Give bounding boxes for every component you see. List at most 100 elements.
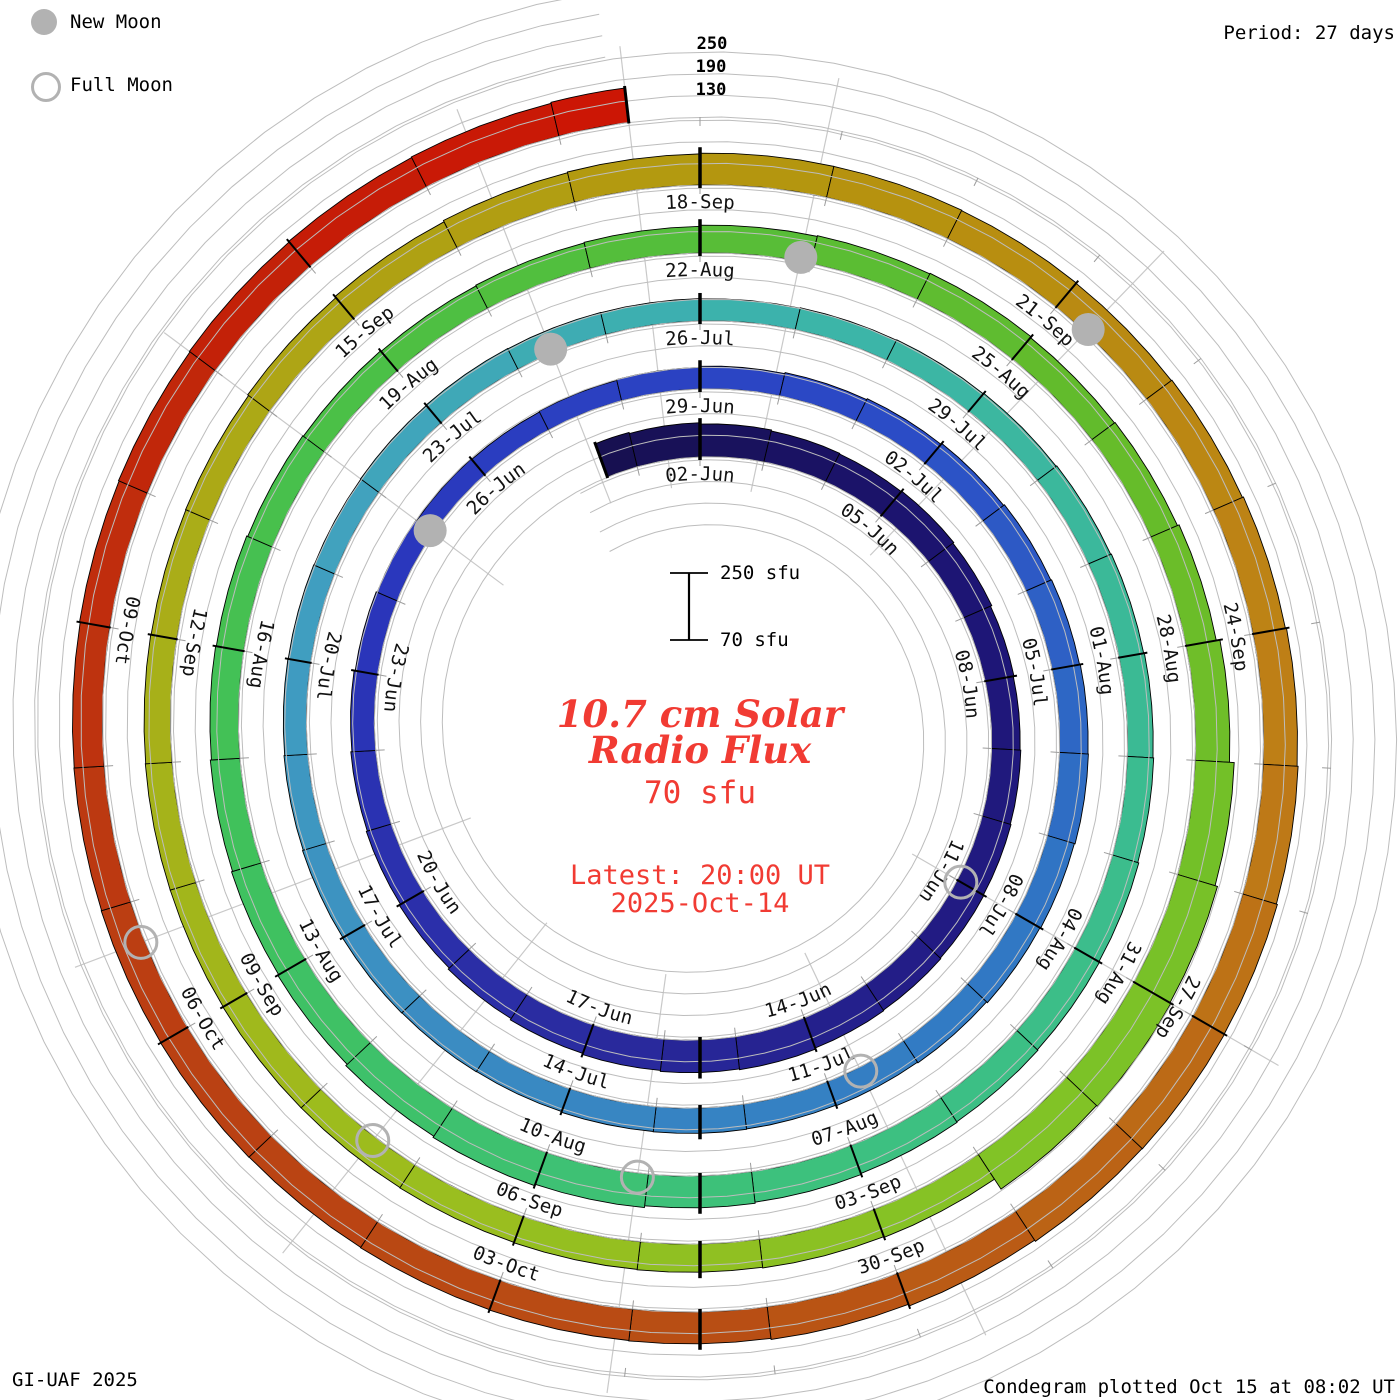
- day-tick: [325, 840, 335, 844]
- date-label-char: u: [1093, 671, 1116, 685]
- flux-bar: [940, 1029, 1039, 1123]
- day-tick: [847, 1137, 852, 1146]
- date-label-char: 1: [254, 617, 278, 633]
- date-label-char: 0: [1084, 624, 1108, 640]
- full-moon-marker: [123, 924, 159, 960]
- day-tick: [1243, 1045, 1253, 1051]
- day-tick: [943, 238, 948, 247]
- flux-bar: [247, 435, 325, 548]
- flux-bar: [1036, 465, 1112, 565]
- day-tick: [271, 1129, 279, 1137]
- day-tick: [823, 1073, 828, 1082]
- date-label-char: -: [1023, 659, 1047, 674]
- day-tick: [309, 266, 317, 274]
- date-label-char: e: [179, 652, 202, 666]
- day-tick: [820, 481, 826, 490]
- date-label-char: -: [688, 259, 700, 281]
- date-label-char: 3: [386, 653, 410, 669]
- day-tick: [269, 410, 278, 417]
- date-label-char: n: [722, 464, 736, 487]
- day-tick: [1043, 668, 1053, 672]
- date-tick: [1132, 980, 1175, 1006]
- flux-bar: [628, 422, 701, 468]
- date-tick: [559, 1087, 572, 1116]
- date-label-char: e: [711, 191, 723, 213]
- full-moon-marker: [619, 1159, 655, 1195]
- day-tick: [605, 334, 609, 344]
- flux-bars: [72, 87, 1299, 1345]
- flux-bar: [475, 242, 591, 310]
- chart-title-line1: 10.7 cm Solar: [556, 692, 844, 736]
- day-tick: [487, 308, 492, 317]
- date-tick: [826, 1080, 839, 1109]
- date-tick: [532, 1151, 548, 1189]
- date-label-char: l: [1028, 694, 1051, 707]
- day-tick: [1142, 536, 1152, 542]
- day-tick: [734, 1027, 737, 1037]
- date-label-char: 8: [677, 191, 689, 213]
- date-tick: [423, 402, 443, 425]
- date-label-char: n: [722, 396, 735, 419]
- date-label-char: 2: [389, 641, 413, 658]
- date-tick: [1073, 946, 1103, 965]
- day-tick: [973, 812, 983, 817]
- day-tick: [396, 370, 404, 378]
- day-tick: [353, 318, 360, 326]
- day-tick: [1010, 1203, 1016, 1212]
- day-tick: [377, 674, 387, 677]
- flux-bar: [763, 430, 841, 483]
- date-tick: [468, 455, 487, 477]
- day-tick: [187, 1022, 196, 1028]
- day-tick: [522, 1208, 527, 1217]
- flux-bar: [447, 948, 528, 1020]
- credit-label: GI-UAF 2025: [12, 1369, 138, 1391]
- moon-date-line: [750, 77, 840, 492]
- day-tick: [592, 1016, 597, 1026]
- day-tick: [975, 520, 984, 527]
- scale-bar-bottom-label: 70 sfu: [720, 629, 789, 651]
- date-label-char: A: [248, 652, 272, 667]
- date-label-char: -: [116, 617, 140, 632]
- date-label-char: -: [183, 629, 207, 644]
- flux-bar: [902, 983, 988, 1064]
- date-label-char: l: [595, 1070, 612, 1094]
- day-tick: [176, 638, 186, 642]
- flux-bar: [313, 478, 380, 575]
- full-moon-marker: [355, 1122, 391, 1158]
- day-tick: [130, 898, 140, 903]
- date-label-char: g: [1095, 682, 1118, 696]
- day-tick: [1108, 1117, 1117, 1125]
- date-tick: [377, 347, 399, 373]
- day-tick: [973, 177, 979, 187]
- date-label-char: t: [110, 652, 133, 666]
- day-tick: [916, 1328, 921, 1338]
- moon-date-line: [456, 109, 612, 504]
- date-tick: [1184, 638, 1224, 647]
- date-label-char: -: [1156, 635, 1180, 650]
- date-label-char: O: [114, 629, 138, 644]
- day-tick: [1047, 1260, 1054, 1269]
- new-moon-marker: [1071, 313, 1105, 347]
- date-label-char: u: [1026, 683, 1049, 697]
- date-label-char: -: [688, 463, 700, 485]
- day-tick: [378, 491, 387, 499]
- day-tick: [624, 1367, 627, 1377]
- latest-time-label: Latest: 20:00 UT: [569, 860, 831, 891]
- day-tick: [334, 573, 344, 578]
- date-label-char: S: [700, 191, 712, 213]
- day-tick: [792, 329, 796, 339]
- day-tick: [639, 1232, 642, 1242]
- date-label-char: 2: [665, 260, 678, 283]
- day-tick: [749, 1162, 752, 1172]
- day-tick: [949, 875, 958, 881]
- date-tick: [955, 878, 988, 898]
- flux-bar: [442, 172, 576, 249]
- date-tick: [1117, 651, 1148, 659]
- day-tick: [773, 1365, 776, 1375]
- day-tick: [456, 247, 462, 256]
- day-tick: [882, 359, 887, 369]
- date-label-char: u: [1160, 659, 1183, 673]
- date-label-char: 0: [664, 464, 678, 487]
